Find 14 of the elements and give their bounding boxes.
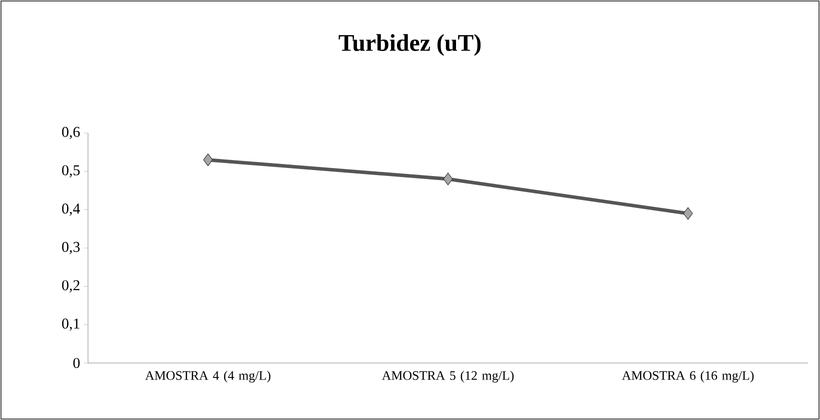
point (683, 207, 693, 220)
y-tick-label: 0,6 (62, 126, 80, 140)
y-tick-label: 0,5 (62, 165, 80, 178)
point (443, 172, 453, 186)
point (203, 154, 213, 166)
y-tick-label: 0,4 (62, 204, 80, 216)
x-tick-label: AMOSTRA 5 (12 mg/L) (382, 370, 514, 383)
x-tick-label: AMOSTRA 6 (16 mg/L) (622, 370, 754, 383)
y-tick-label: 0,2 (62, 280, 80, 292)
x-tick-label: AMOSTRA 4 (4 mg/L) (145, 370, 270, 383)
y-tick-label: 0,3 (62, 242, 80, 254)
y-tick-label: 0 (73, 358, 80, 368)
chart-title: Turbidez (uT) (338, 34, 481, 56)
y-tick-label: 0,1 (62, 318, 80, 331)
